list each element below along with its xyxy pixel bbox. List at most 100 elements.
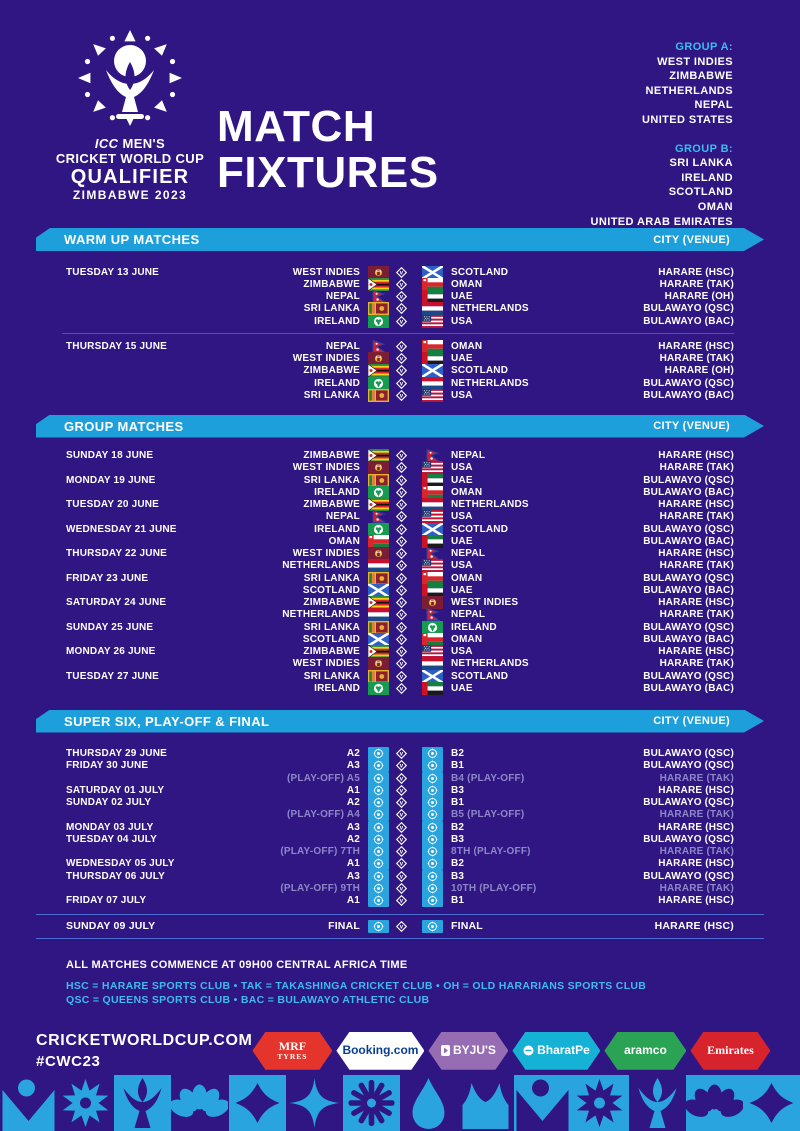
venue-label: HARARE (HSC): [658, 450, 734, 462]
header: ICC MEN'S CRICKET WORLD CUP QUALIFIER ZI…: [0, 0, 800, 228]
cwc-trophy-logo-icon: [78, 30, 182, 126]
pattern-tile-v-dot-icon: [0, 1075, 58, 1131]
vs-diamond-icon: v: [395, 462, 408, 474]
svg-text:v: v: [400, 454, 404, 460]
away-team-label: B5 (PLAY-OFF): [451, 809, 525, 821]
team-flag-icon: [421, 363, 444, 379]
section-banner: SUPER SIX, PLAY-OFF & FINAL CITY (VENUE): [36, 710, 764, 733]
vs-diamond-icon: v: [395, 621, 408, 633]
match-row: TUESDAY 20 JUNE ZIMBABWE v NETHERLANDS HARAR…: [36, 497, 764, 512]
venue-label: HARARE (TAK): [659, 511, 734, 523]
date-label: FRIDAY 07 JULY: [66, 895, 147, 907]
home-team-label: IRELAND: [314, 315, 360, 327]
vs-diamond-icon: v: [395, 646, 408, 658]
vs-diamond-icon: v: [395, 450, 408, 462]
website-link[interactable]: CRICKETWORLDCUP.COM: [36, 1031, 253, 1049]
sponsor-logo-bharatpe: BharatPe: [512, 1032, 600, 1070]
match-row: MONDAY 03 JULY A3 v B2 HARARE (HSC): [36, 820, 764, 834]
qualifier-crest-icon: [368, 796, 389, 810]
venue-label: BULAWAYO (QSC): [643, 833, 734, 845]
sponsor-logo-aramco: aramco: [604, 1032, 686, 1070]
away-team-label: USA: [451, 560, 473, 572]
date-label: FRIDAY 30 JUNE: [66, 760, 149, 772]
venue-label: HARARE (HSC): [658, 895, 734, 907]
vs-diamond-icon: v: [395, 511, 408, 523]
away-team-label: UAE: [451, 535, 473, 547]
qualifier-crest-icon: [368, 808, 389, 822]
pattern-tile-crown-icon: [457, 1075, 515, 1131]
home-team-label: WEST INDIES: [292, 462, 360, 474]
svg-text:v: v: [400, 319, 404, 325]
vs-diamond-icon: v: [395, 365, 408, 377]
team-flag-icon: [422, 277, 443, 291]
venue-label: HARARE (HSC): [658, 858, 734, 870]
home-team-label: IRELAND: [314, 377, 360, 389]
match-row: ZIMBABWE v OMAN HARARE (TAK): [36, 277, 764, 292]
team-flag-icon: [368, 485, 389, 499]
venue-label: HARARE (HSC): [654, 920, 734, 933]
away-team-label: B3: [451, 833, 465, 845]
venue-label: HARARE (HSC): [658, 784, 734, 796]
match-row: (PLAY-OFF) A4 v B5 (PLAY-OFF) HARARE (TAK): [36, 808, 764, 822]
group-team-label: IRELAND: [681, 171, 733, 184]
home-team-label: WEST INDIES: [292, 266, 360, 278]
match-row: SCOTLAND v UAE BULAWAYO (BAC): [36, 582, 764, 598]
team-flag-icon: [422, 534, 443, 548]
away-team-label: SCOTLAND: [451, 365, 509, 377]
team-flag-icon: [422, 290, 443, 304]
away-team-label: 10TH (PLAY-OFF): [451, 882, 537, 894]
match-row: MONDAY 19 JUNE SRI LANKA v UAE BULAWAYO (QSC…: [36, 473, 764, 487]
home-team-label: IRELAND: [314, 682, 360, 694]
match-row: WEST INDIES v UAE HARARE (TAK): [36, 352, 764, 366]
away-team-label: B2: [451, 748, 465, 760]
team-flag-icon: [422, 339, 443, 353]
vs-diamond-icon: v: [395, 682, 408, 694]
group-label: GROUP B:: [674, 142, 733, 155]
logo-line-2: CRICKET WORLD CUP: [55, 151, 205, 166]
byjus-icon: [441, 1045, 450, 1056]
away-team-label: SCOTLAND: [451, 266, 509, 278]
qualifier-crest-icon: [422, 881, 443, 895]
match-row: SUNDAY 02 JULY A2 v B1 BULAWAYO (QSC): [36, 796, 764, 810]
date-label: SUNDAY 09 JULY: [66, 920, 156, 933]
svg-text:v: v: [400, 527, 404, 533]
away-team-label: B2: [451, 858, 465, 870]
team-flag-icon: [372, 339, 387, 353]
sponsor-logo-mrf-tyres: MRF TYRES: [252, 1032, 332, 1070]
away-team-label: UAE: [451, 682, 473, 694]
team-flag-icon: [422, 473, 443, 487]
venue-label: BULAWAYO (QSC): [643, 670, 734, 682]
team-flag-icon: [422, 596, 443, 610]
sponsor-name: Booking.com: [342, 1043, 419, 1058]
team-flag-icon: [422, 620, 443, 634]
away-team-label: B1: [451, 895, 465, 907]
svg-text:v: v: [400, 394, 404, 400]
venue-label: HARARE (HSC): [658, 266, 734, 278]
svg-text:v: v: [400, 850, 404, 856]
pattern-tile-v-dot-icon: [514, 1075, 572, 1131]
home-team-label: A2: [346, 797, 360, 809]
team-flag-icon: [367, 363, 389, 378]
home-team-label: A3: [346, 821, 360, 833]
qualifier-crest-icon: [368, 783, 389, 797]
svg-text:v: v: [400, 924, 404, 930]
tournament-logo: ICC MEN'S CRICKET WORLD CUP QUALIFIER ZI…: [42, 28, 218, 203]
venue-label: BULAWAYO (BAC): [643, 486, 734, 498]
svg-text:v: v: [400, 625, 404, 631]
team-flag-icon: [368, 547, 389, 561]
home-team-label: ZIMBABWE: [303, 278, 360, 290]
team-flag-icon: [422, 485, 443, 499]
home-team-label: ZIMBABWE: [303, 365, 360, 377]
svg-text:v: v: [400, 283, 404, 289]
home-team-label: (PLAY-OFF) 9TH: [280, 882, 360, 894]
logo-line-1: ICC MEN'S: [94, 136, 166, 151]
team-flag-icon: [421, 521, 444, 537]
start-time-note: ALL MATCHES COMMENCE AT 09H00 CENTRAL AF…: [66, 958, 408, 971]
match-row: SRI LANKA v USA BULAWAYO (BAC): [36, 388, 764, 402]
svg-text:v: v: [400, 295, 404, 301]
vs-diamond-icon: v: [395, 797, 408, 809]
team-flag-icon: [422, 632, 443, 646]
venue-label: BULAWAYO (BAC): [643, 633, 734, 645]
away-team-label: UAE: [451, 353, 473, 365]
group-label: GROUP A:: [675, 41, 733, 53]
